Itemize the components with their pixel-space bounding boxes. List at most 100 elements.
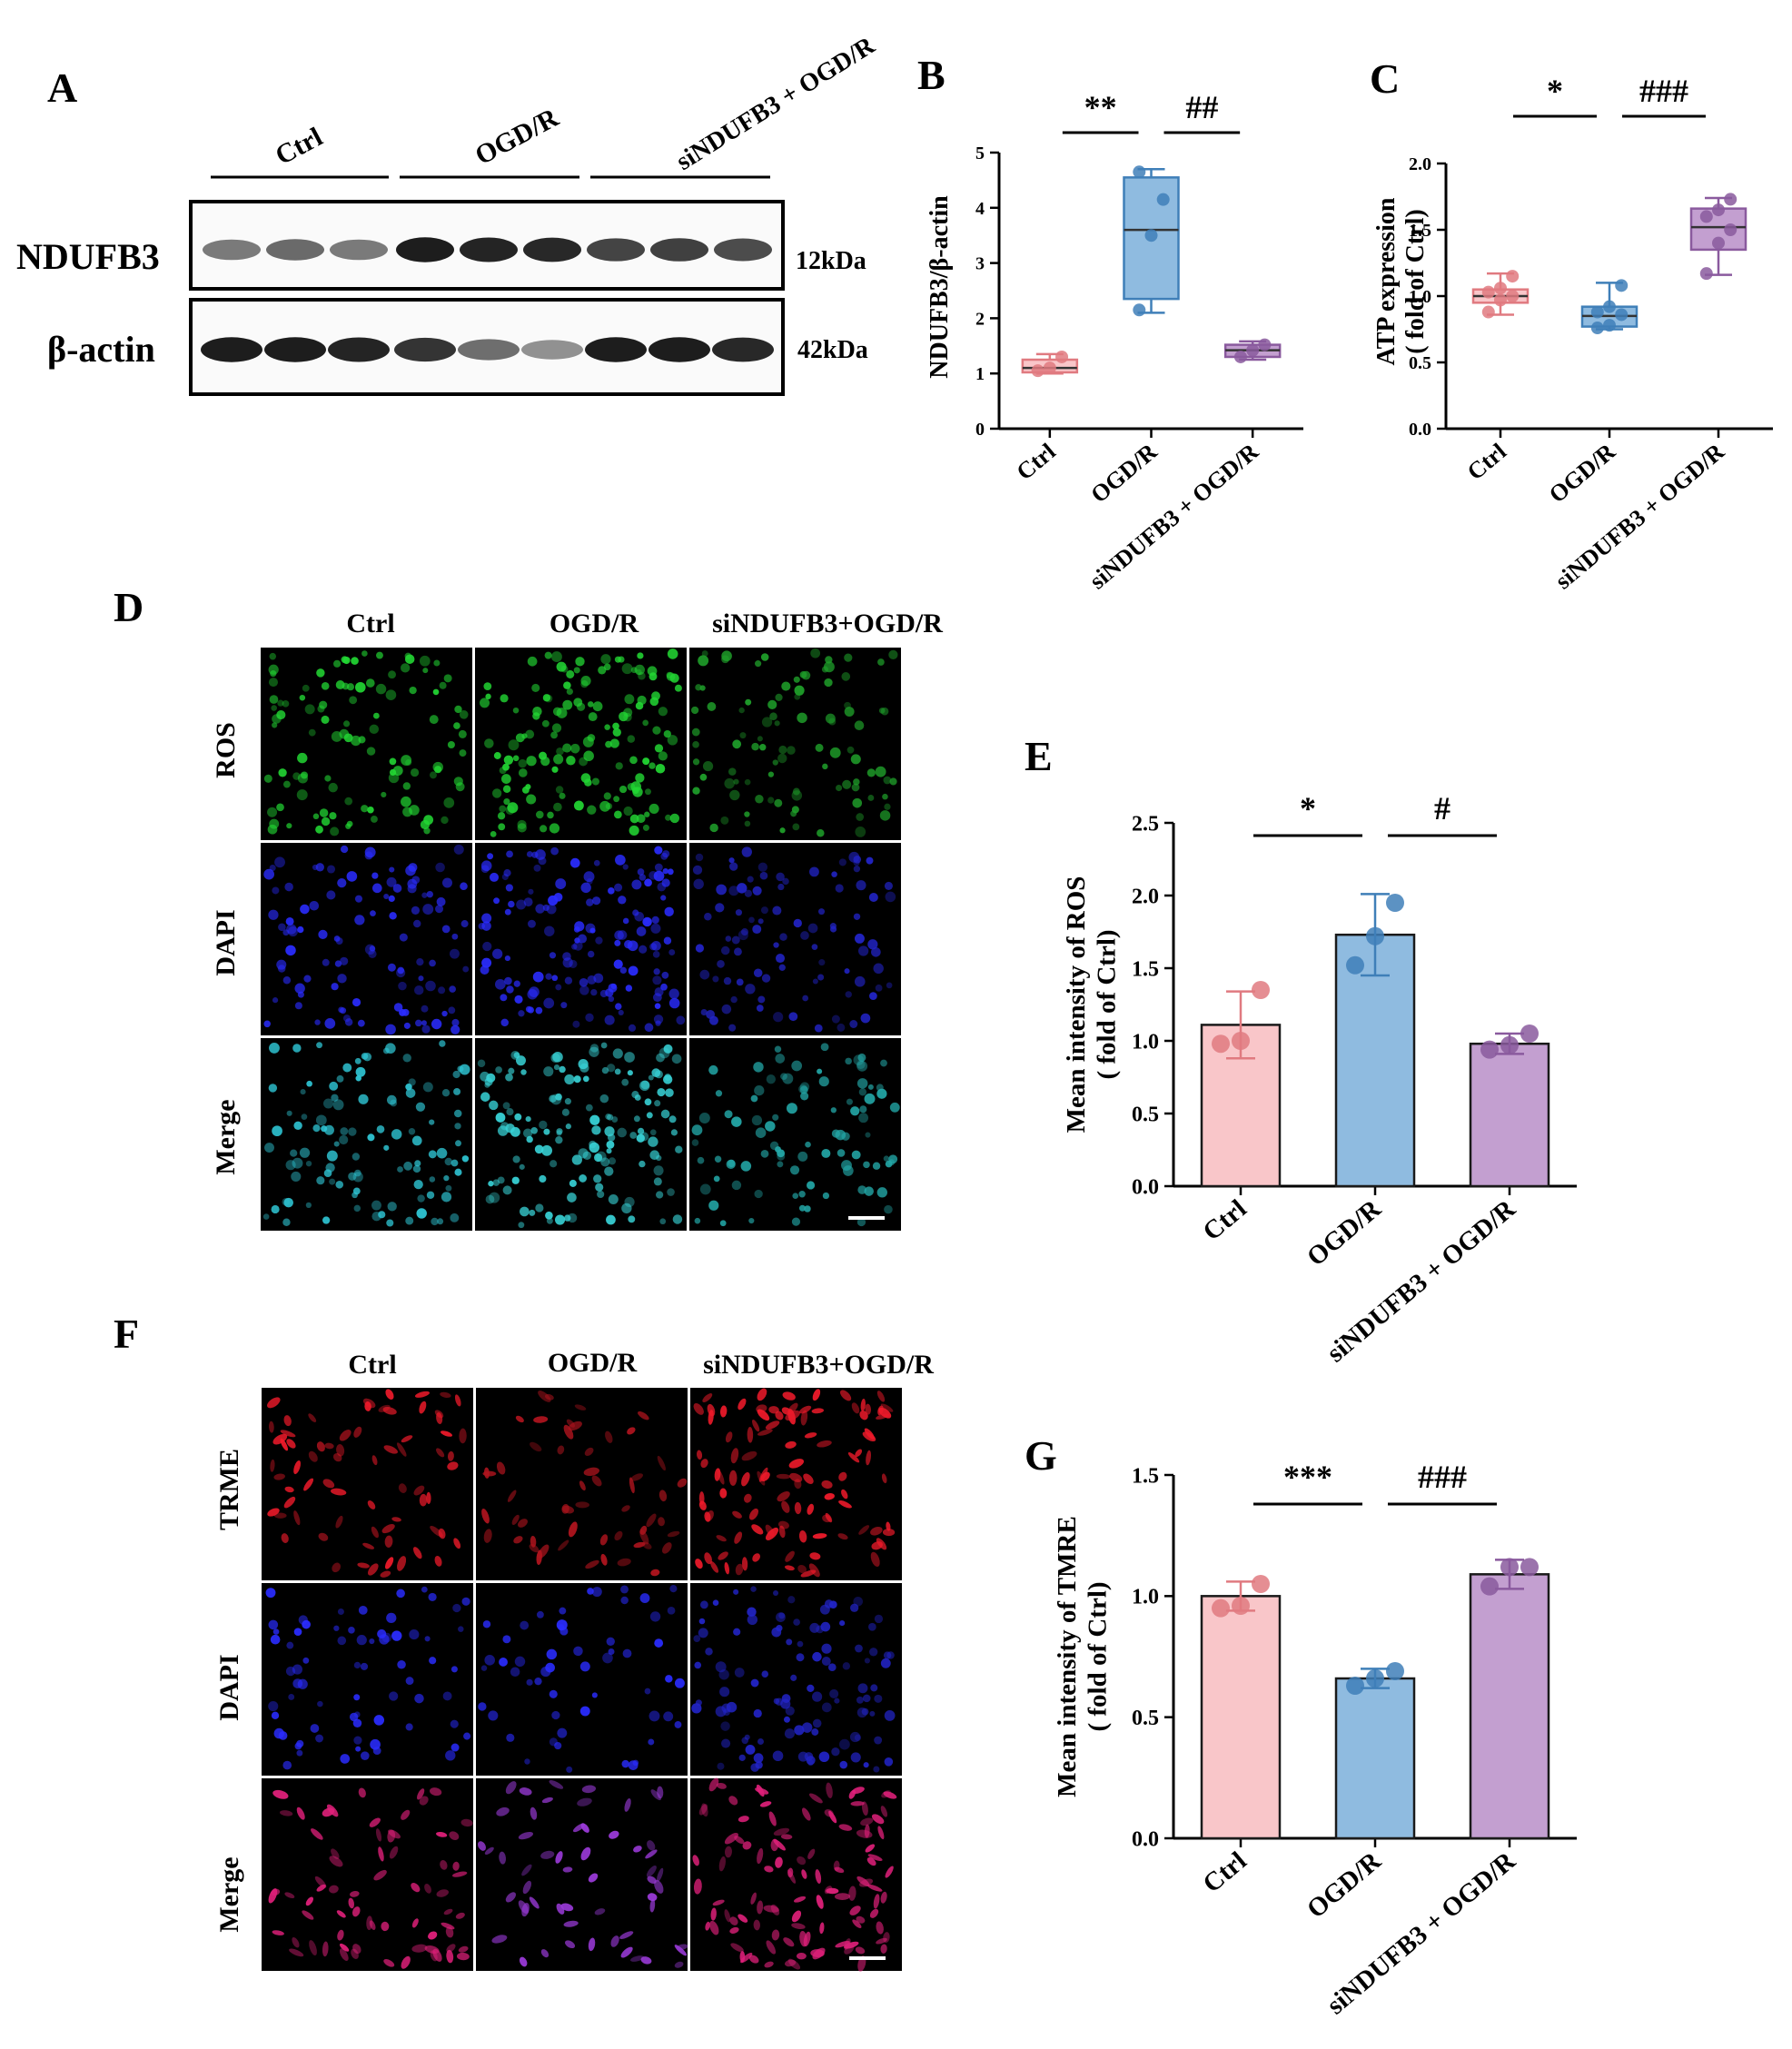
cell — [807, 923, 818, 934]
cell — [636, 814, 646, 824]
cell — [663, 1044, 673, 1054]
cell — [562, 743, 572, 753]
cell — [303, 1478, 314, 1491]
cell — [373, 1869, 387, 1881]
cell — [812, 978, 818, 985]
cell — [708, 1777, 719, 1792]
cell — [293, 1628, 302, 1637]
cell — [332, 1099, 344, 1111]
cell — [888, 649, 898, 659]
cell — [519, 1956, 528, 1967]
cell — [405, 1088, 416, 1098]
cell — [416, 1208, 427, 1219]
cell — [495, 1066, 502, 1074]
cell — [648, 1738, 655, 1746]
cell — [411, 1882, 421, 1893]
cell — [396, 967, 406, 978]
cell — [861, 1801, 868, 1816]
cell — [834, 1893, 851, 1900]
cell — [443, 797, 455, 808]
cell — [649, 1611, 661, 1622]
cell — [806, 1756, 816, 1766]
cell — [354, 895, 363, 903]
cell — [481, 913, 492, 924]
cell — [292, 1157, 303, 1169]
cell — [793, 918, 802, 928]
cell — [555, 1135, 563, 1144]
cell — [439, 681, 447, 689]
cell — [530, 1806, 538, 1820]
cell — [517, 819, 527, 829]
y-tick-label: 1.0 — [1132, 1030, 1159, 1054]
cell — [607, 1114, 614, 1121]
cell — [784, 1959, 797, 1967]
y-axis-label: ATP expression — [1372, 197, 1401, 365]
cell — [777, 1161, 784, 1168]
cell — [799, 670, 807, 678]
cell — [729, 1926, 739, 1934]
cell — [370, 910, 376, 916]
cell — [429, 715, 439, 725]
cell — [665, 1675, 673, 1683]
cell — [415, 1019, 422, 1027]
cell — [809, 1552, 821, 1560]
cell — [299, 694, 306, 701]
cell — [728, 1470, 738, 1486]
cell — [593, 1153, 603, 1163]
cell — [771, 1929, 780, 1941]
cell — [353, 1661, 361, 1669]
cell — [335, 1515, 343, 1529]
cell — [282, 1760, 292, 1770]
cell — [638, 1411, 649, 1420]
cell — [585, 1013, 594, 1023]
cell — [483, 682, 492, 691]
row-label-ros: ROS — [211, 722, 241, 778]
cell — [587, 734, 596, 742]
cell — [411, 906, 421, 915]
row-label-trme: TRME — [214, 1449, 244, 1530]
data-point — [1043, 361, 1056, 375]
significance-label: ** — [1084, 89, 1117, 125]
cell — [831, 871, 837, 877]
cell — [454, 1168, 462, 1176]
cell — [633, 1115, 640, 1123]
cell — [499, 805, 507, 813]
cell — [650, 923, 661, 934]
cell — [333, 1141, 340, 1147]
cell — [878, 708, 886, 714]
cell — [766, 1074, 776, 1084]
cell — [712, 975, 719, 983]
cell — [445, 1926, 454, 1938]
cell — [369, 724, 380, 735]
cell — [802, 995, 809, 1002]
cell — [856, 1876, 870, 1886]
cell — [883, 776, 892, 785]
cell — [391, 1129, 402, 1140]
cell — [590, 988, 598, 996]
blot-band — [264, 337, 326, 362]
cell — [522, 1128, 533, 1138]
cell — [740, 1161, 752, 1172]
cell — [794, 685, 805, 696]
cell — [738, 1914, 748, 1923]
cell — [604, 1126, 615, 1137]
data-point — [1212, 1599, 1230, 1618]
cell — [614, 939, 621, 946]
cell — [786, 1103, 797, 1114]
cell — [777, 753, 787, 764]
cell — [788, 1012, 798, 1022]
cell — [856, 813, 865, 821]
cell — [413, 919, 421, 928]
cell — [497, 1176, 505, 1184]
cell — [877, 1405, 884, 1416]
cell — [488, 1710, 499, 1721]
cell — [270, 1459, 275, 1472]
cell — [665, 1088, 674, 1097]
cell — [732, 1510, 742, 1519]
cell — [662, 850, 670, 858]
cell — [303, 975, 312, 983]
cell — [636, 926, 647, 936]
cell — [284, 1892, 295, 1899]
